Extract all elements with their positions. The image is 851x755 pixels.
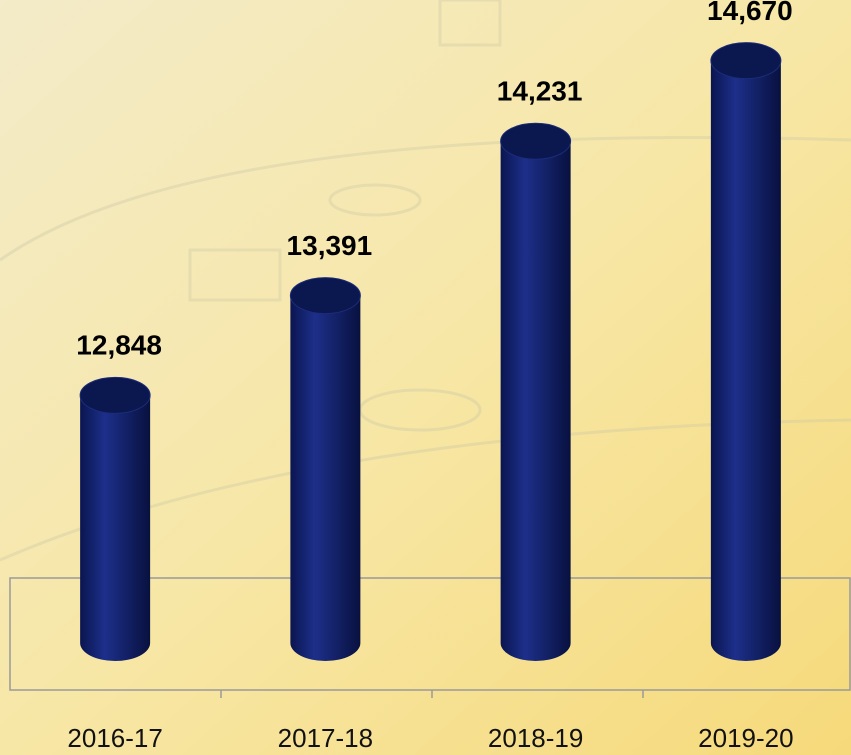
data-label: 14,231: [497, 76, 583, 107]
x-tick-label: 2018-19: [488, 723, 583, 753]
axis-box: [9, 577, 851, 691]
bar: [710, 42, 781, 661]
x-tick-label: 2016-17: [67, 723, 162, 753]
x-tick-label: 2019-20: [698, 723, 793, 753]
bar: [500, 123, 571, 661]
data-label: 14,670: [707, 0, 793, 26]
bar-top: [710, 42, 782, 80]
axis-ticks: [220, 690, 644, 698]
bar: [290, 277, 361, 661]
bar-top: [500, 122, 572, 160]
x-tick-label: 2017-18: [278, 723, 373, 753]
bar-top: [79, 376, 151, 414]
data-label: 13,391: [287, 230, 373, 261]
bar-top: [289, 277, 361, 315]
bar: [80, 377, 151, 661]
data-label: 12,848: [76, 330, 162, 361]
